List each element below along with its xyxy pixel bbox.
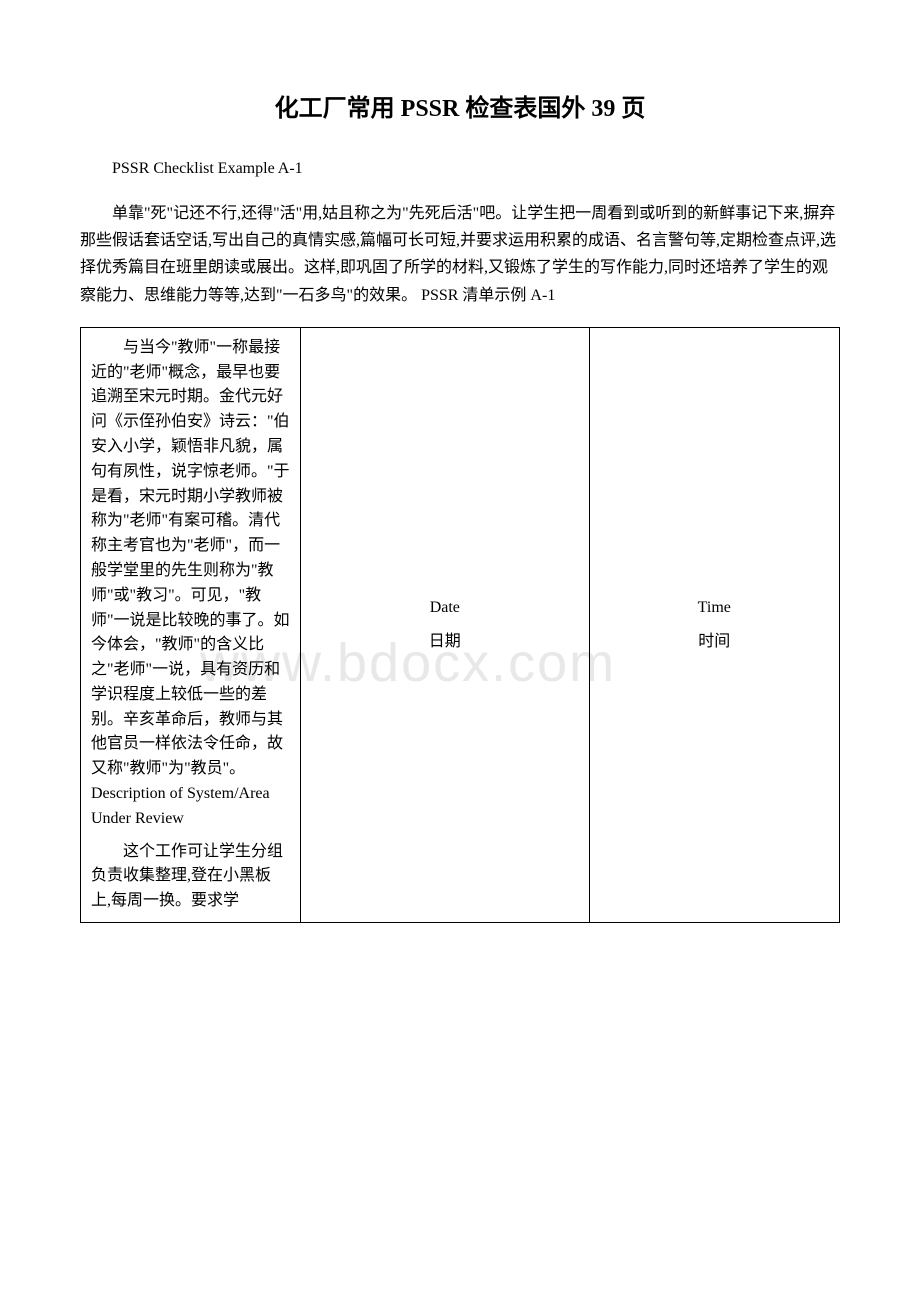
time-label-cn: 时间 (600, 629, 829, 655)
table-cell-time: Time 时间 (589, 327, 839, 922)
cell-paragraph-a: 与当今"教师"一称最接近的"老师"概念，最早也要追溯至宋元时期。金代元好问《示侄… (91, 336, 290, 832)
pssr-table: 与当今"教师"一称最接近的"老师"概念，最早也要追溯至宋元时期。金代元好问《示侄… (80, 327, 840, 923)
table-row: 与当今"教师"一称最接近的"老师"概念，最早也要追溯至宋元时期。金代元好问《示侄… (81, 327, 840, 922)
cell-paragraph-b: 这个工作可让学生分组负责收集整理,登在小黑板上,每周一换。要求学 (91, 840, 290, 914)
table-cell-date: Date 日期 (301, 327, 589, 922)
time-label-en: Time (600, 595, 829, 621)
page-title: 化工厂常用 PSSR 检查表国外 39 页 (80, 90, 840, 128)
table-cell-description: 与当今"教师"一称最接近的"老师"概念，最早也要追溯至宋元时期。金代元好问《示侄… (81, 327, 301, 922)
subtitle: PSSR Checklist Example A-1 (80, 156, 840, 182)
date-label-en: Date (311, 595, 578, 621)
intro-paragraph: 单靠"死"记还不行,还得"活"用,姑且称之为"先死后活"吧。让学生把一周看到或听… (80, 200, 840, 309)
date-label-cn: 日期 (311, 629, 578, 655)
